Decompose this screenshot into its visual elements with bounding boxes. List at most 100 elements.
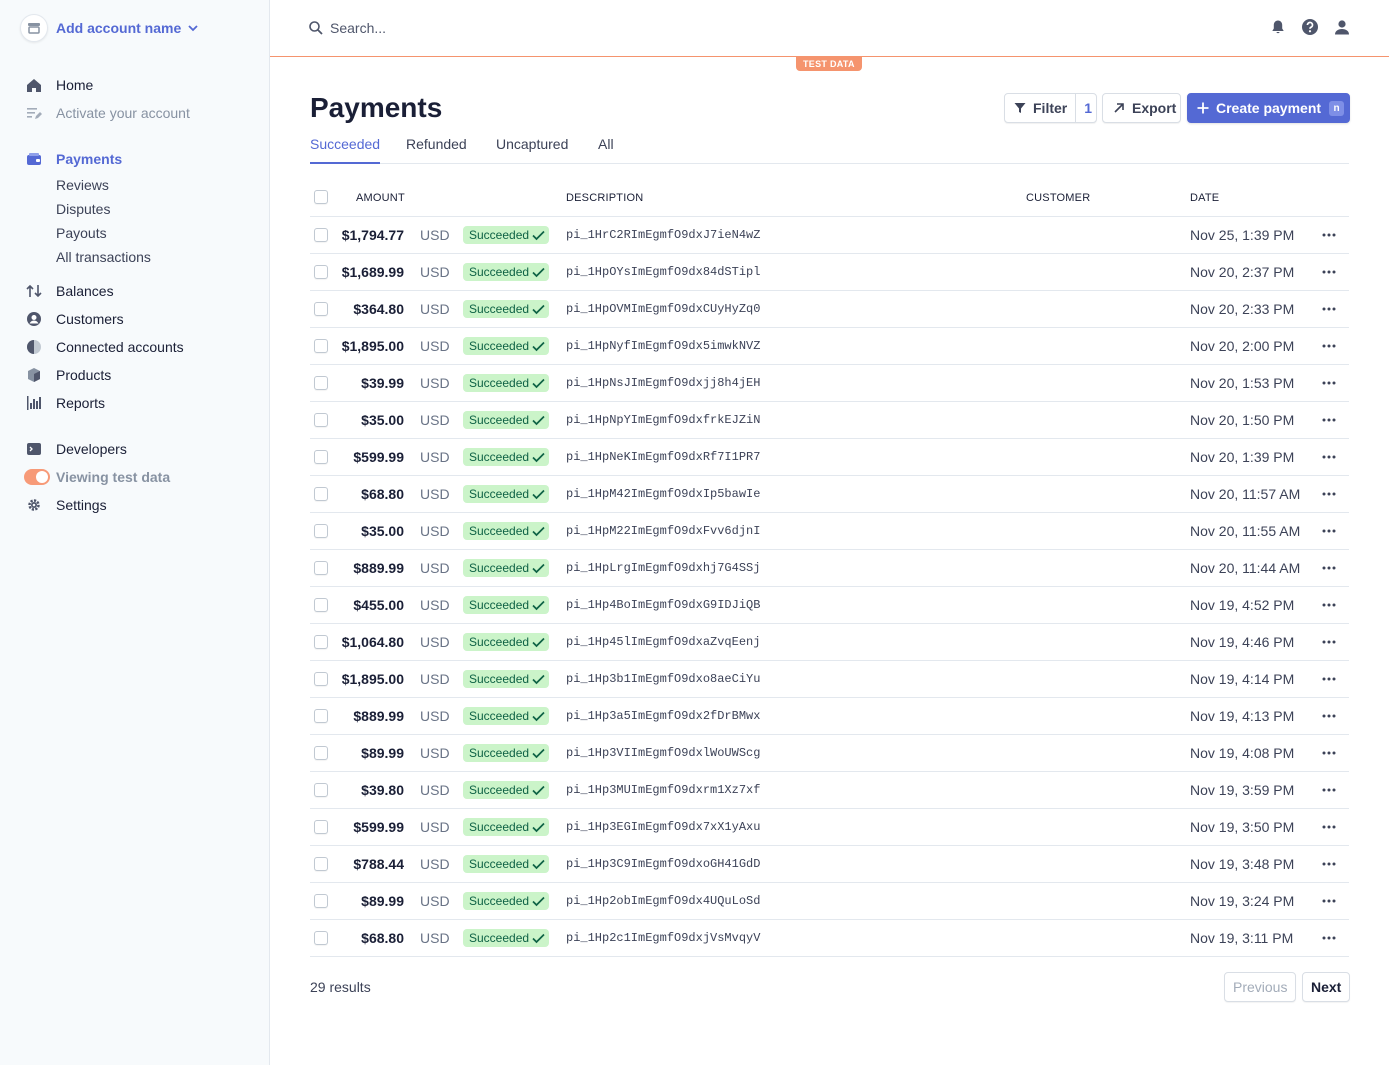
more-options-icon[interactable] xyxy=(1319,300,1339,318)
previous-page-button[interactable]: Previous xyxy=(1224,972,1297,1002)
table-row[interactable]: $1,794.77 USD Succeeded pi_1HrC2RImEgmfO… xyxy=(310,217,1349,254)
row-checkbox[interactable] xyxy=(314,894,328,908)
search-bar[interactable] xyxy=(308,17,708,39)
row-checkbox[interactable] xyxy=(314,450,328,464)
more-options-icon[interactable] xyxy=(1319,633,1339,651)
sidebar-subitem-payouts[interactable]: Payouts xyxy=(56,225,107,241)
table-row[interactable]: $364.80 USD Succeeded pi_1HpOVMImEgmfO9d… xyxy=(310,291,1349,328)
sidebar-item-payments[interactable]: Payments xyxy=(24,148,122,170)
next-page-button[interactable]: Next xyxy=(1302,972,1351,1002)
more-options-icon[interactable] xyxy=(1319,744,1339,762)
more-options-icon[interactable] xyxy=(1319,522,1339,540)
account-switcher[interactable]: Add account name xyxy=(20,14,199,42)
row-checkbox[interactable] xyxy=(314,931,328,945)
sidebar-item-activate-account[interactable]: Activate your account xyxy=(24,102,190,124)
sidebar-item-connected-accounts[interactable]: Connected accounts xyxy=(24,336,184,358)
table-row[interactable]: $889.99 USD Succeeded pi_1Hp3a5ImEgmfO9d… xyxy=(310,698,1349,735)
sidebar-subitem-disputes[interactable]: Disputes xyxy=(56,201,111,217)
create-payment-button[interactable]: Create payment n xyxy=(1187,93,1350,123)
status-tabs: Succeeded Refunded Uncaptured All xyxy=(310,136,1349,164)
row-checkbox[interactable] xyxy=(314,746,328,760)
help-icon[interactable] xyxy=(1301,18,1319,36)
search-input[interactable] xyxy=(330,20,690,36)
select-all-checkbox[interactable] xyxy=(314,190,328,204)
more-options-icon[interactable] xyxy=(1319,559,1339,577)
table-row[interactable]: $1,064.80 USD Succeeded pi_1Hp45lImEgmfO… xyxy=(310,624,1349,661)
export-button[interactable]: Export xyxy=(1102,93,1181,123)
row-checkbox[interactable] xyxy=(314,302,328,316)
more-options-icon[interactable] xyxy=(1319,263,1339,281)
sidebar-item-developers[interactable]: Developers xyxy=(24,438,127,460)
table-row[interactable]: $1,689.99 USD Succeeded pi_1HpOYsImEgmfO… xyxy=(310,254,1349,291)
row-checkbox[interactable] xyxy=(314,709,328,723)
create-payment-label: Create payment xyxy=(1216,100,1322,116)
table-row[interactable]: $599.99 USD Succeeded pi_1HpNeKImEgmfO9d… xyxy=(310,439,1349,476)
table-row[interactable]: $68.80 USD Succeeded pi_1Hp2c1ImEgmfO9dx… xyxy=(310,920,1349,957)
sidebar-item-reports[interactable]: Reports xyxy=(24,392,105,414)
sidebar-item-customers[interactable]: Customers xyxy=(24,308,124,330)
more-options-icon[interactable] xyxy=(1319,818,1339,836)
table-row[interactable]: $39.99 USD Succeeded pi_1HpNsJImEgmfO9dx… xyxy=(310,365,1349,402)
more-options-icon[interactable] xyxy=(1319,337,1339,355)
amount-cell: $788.44 xyxy=(353,856,404,872)
table-row[interactable]: $39.80 USD Succeeded pi_1Hp3MUImEgmfO9dx… xyxy=(310,772,1349,809)
row-checkbox[interactable] xyxy=(314,783,328,797)
table-row[interactable]: $35.00 USD Succeeded pi_1HpM22ImEgmfO9dx… xyxy=(310,513,1349,550)
more-options-icon[interactable] xyxy=(1319,485,1339,503)
tab-all[interactable]: All xyxy=(598,136,614,152)
more-options-icon[interactable] xyxy=(1319,670,1339,688)
more-options-icon[interactable] xyxy=(1319,707,1339,725)
more-options-icon[interactable] xyxy=(1319,929,1339,947)
row-checkbox[interactable] xyxy=(314,265,328,279)
more-options-icon[interactable] xyxy=(1319,781,1339,799)
row-checkbox[interactable] xyxy=(314,857,328,871)
row-checkbox[interactable] xyxy=(314,561,328,575)
sidebar-item-label: Customers xyxy=(56,311,124,327)
tab-uncaptured[interactable]: Uncaptured xyxy=(496,136,569,152)
more-options-icon[interactable] xyxy=(1319,411,1339,429)
sidebar-item-label: Payments xyxy=(56,151,123,167)
table-row[interactable]: $68.80 USD Succeeded pi_1HpM42ImEgmfO9dx… xyxy=(310,476,1349,513)
table-row[interactable]: $89.99 USD Succeeded pi_1Hp2obImEgmfO9dx… xyxy=(310,883,1349,920)
sidebar-item-balances[interactable]: Balances xyxy=(24,280,114,302)
user-icon[interactable] xyxy=(1333,18,1351,36)
more-options-icon[interactable] xyxy=(1319,448,1339,466)
row-checkbox[interactable] xyxy=(314,339,328,353)
toggle-switch[interactable] xyxy=(24,467,50,487)
sidebar-subitem-reviews[interactable]: Reviews xyxy=(56,177,109,193)
sidebar-item-products[interactable]: Products xyxy=(24,364,111,386)
more-options-icon[interactable] xyxy=(1319,855,1339,873)
row-checkbox[interactable] xyxy=(314,487,328,501)
row-checkbox[interactable] xyxy=(314,598,328,612)
table-row[interactable]: $599.99 USD Succeeded pi_1Hp3EGImEgmfO9d… xyxy=(310,809,1349,846)
table-row[interactable]: $35.00 USD Succeeded pi_1HpNpYImEgmfO9dx… xyxy=(310,402,1349,439)
table-row[interactable]: $788.44 USD Succeeded pi_1Hp3C9ImEgmfO9d… xyxy=(310,846,1349,883)
sidebar-item-settings[interactable]: Settings xyxy=(24,494,107,516)
sidebar-subitem-all-transactions[interactable]: All transactions xyxy=(56,249,151,265)
row-checkbox[interactable] xyxy=(314,228,328,242)
sidebar-item-home[interactable]: Home xyxy=(24,74,93,96)
row-checkbox[interactable] xyxy=(314,635,328,649)
more-options-icon[interactable] xyxy=(1319,892,1339,910)
table-row[interactable]: $1,895.00 USD Succeeded pi_1HpNyfImEgmfO… xyxy=(310,328,1349,365)
more-options-icon[interactable] xyxy=(1319,226,1339,244)
date-cell: Nov 19, 4:14 PM xyxy=(1190,671,1295,687)
bell-icon[interactable] xyxy=(1269,18,1287,36)
row-checkbox[interactable] xyxy=(314,524,328,538)
table-row[interactable]: $1,895.00 USD Succeeded pi_1Hp3b1ImEgmfO… xyxy=(310,661,1349,698)
tab-succeeded[interactable]: Succeeded xyxy=(310,136,381,164)
table-body: $1,794.77 USD Succeeded pi_1HrC2RImEgmfO… xyxy=(310,217,1349,957)
table-row[interactable]: $89.99 USD Succeeded pi_1Hp3VIImEgmfO9dx… xyxy=(310,735,1349,772)
more-options-icon[interactable] xyxy=(1319,374,1339,392)
row-checkbox[interactable] xyxy=(314,413,328,427)
table-row[interactable]: $455.00 USD Succeeded pi_1Hp4BoImEgmfO9d… xyxy=(310,587,1349,624)
row-checkbox[interactable] xyxy=(314,376,328,390)
sidebar-item-test-data-toggle[interactable]: Viewing test data xyxy=(24,466,170,488)
row-checkbox[interactable] xyxy=(314,672,328,686)
row-checkbox[interactable] xyxy=(314,820,328,834)
filter-button[interactable]: Filter 1 xyxy=(1004,93,1097,123)
tab-refunded[interactable]: Refunded xyxy=(406,136,467,152)
status-badge: Succeeded xyxy=(463,892,550,910)
more-options-icon[interactable] xyxy=(1319,596,1339,614)
table-row[interactable]: $889.99 USD Succeeded pi_1HpLrgImEgmfO9d… xyxy=(310,550,1349,587)
